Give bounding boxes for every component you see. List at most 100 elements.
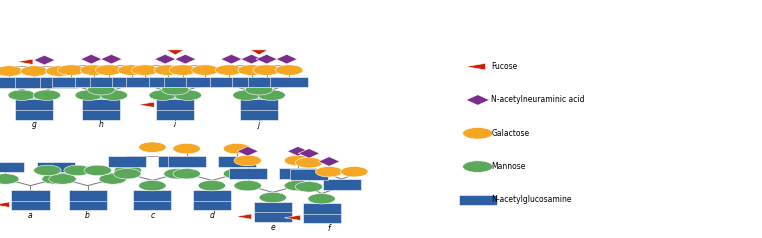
Bar [303,203,341,214]
Bar [0,77,28,88]
Ellipse shape [215,65,242,75]
Ellipse shape [173,169,200,179]
Bar [75,76,113,87]
Bar [158,156,197,167]
Text: Mannose: Mannose [491,162,526,171]
Ellipse shape [49,174,76,184]
Ellipse shape [173,143,200,154]
Ellipse shape [234,155,261,166]
Polygon shape [81,54,102,64]
Ellipse shape [284,180,312,191]
Bar [156,109,194,119]
Bar [240,99,278,110]
Ellipse shape [192,65,219,75]
Text: b: b [85,211,90,220]
Bar [459,195,497,205]
Polygon shape [221,54,242,64]
Text: Galactose: Galactose [491,129,530,138]
Polygon shape [155,54,176,64]
Bar [108,156,146,167]
Ellipse shape [0,174,19,184]
Ellipse shape [259,192,287,203]
Bar [15,109,53,119]
Ellipse shape [80,65,107,75]
Text: j: j [258,120,260,129]
Bar [218,156,256,167]
Polygon shape [241,54,262,64]
Bar [37,162,75,172]
Ellipse shape [198,180,226,191]
Ellipse shape [57,65,85,75]
Ellipse shape [131,65,158,75]
Polygon shape [319,157,340,166]
Bar [279,168,317,178]
Bar [240,109,278,119]
Ellipse shape [88,84,115,95]
Text: i: i [174,120,176,129]
Ellipse shape [164,169,191,179]
Ellipse shape [42,174,69,184]
Ellipse shape [0,66,23,76]
Polygon shape [235,214,251,219]
Ellipse shape [223,169,251,179]
Bar [15,99,53,110]
Ellipse shape [99,174,126,184]
Ellipse shape [118,65,146,75]
Ellipse shape [34,90,61,100]
Polygon shape [287,146,309,156]
Ellipse shape [463,128,493,139]
Polygon shape [284,215,300,220]
Bar [133,199,171,210]
Ellipse shape [295,182,323,192]
Ellipse shape [463,161,493,172]
Ellipse shape [276,65,303,75]
Ellipse shape [238,65,265,75]
Text: g: g [32,120,37,129]
Polygon shape [167,50,184,55]
Bar [229,168,267,178]
Ellipse shape [234,180,261,191]
Ellipse shape [295,158,323,168]
Polygon shape [251,50,267,55]
Bar [193,190,231,200]
Text: N-acetylglucosamine: N-acetylglucosamine [491,195,572,204]
Ellipse shape [101,90,128,100]
Bar [164,76,202,87]
Ellipse shape [162,84,189,95]
Bar [133,190,171,200]
Text: c: c [150,211,155,220]
Polygon shape [276,54,297,64]
Bar [40,77,78,88]
Ellipse shape [223,143,251,154]
Bar [69,199,107,210]
Bar [69,190,107,200]
Ellipse shape [46,66,73,76]
Bar [193,199,231,210]
Polygon shape [298,149,320,158]
Bar [232,76,271,87]
Polygon shape [0,202,9,207]
Polygon shape [101,54,122,64]
Polygon shape [174,54,196,64]
Text: N-acetylneuraminic acid: N-acetylneuraminic acid [491,95,585,104]
Text: Fucose: Fucose [491,62,517,71]
Bar [52,76,90,87]
Bar [82,109,120,119]
Bar [126,76,164,87]
Polygon shape [466,63,485,70]
Ellipse shape [284,155,312,166]
Text: a: a [28,211,33,220]
Polygon shape [138,102,154,107]
Ellipse shape [34,165,61,176]
Bar [11,199,50,210]
Ellipse shape [315,167,343,177]
Bar [113,76,151,87]
Ellipse shape [114,169,141,179]
Ellipse shape [341,167,368,177]
Bar [248,76,286,87]
Text: e: e [271,223,275,232]
Bar [303,212,341,223]
Bar [149,76,187,87]
Polygon shape [237,146,258,156]
Bar [187,76,225,87]
